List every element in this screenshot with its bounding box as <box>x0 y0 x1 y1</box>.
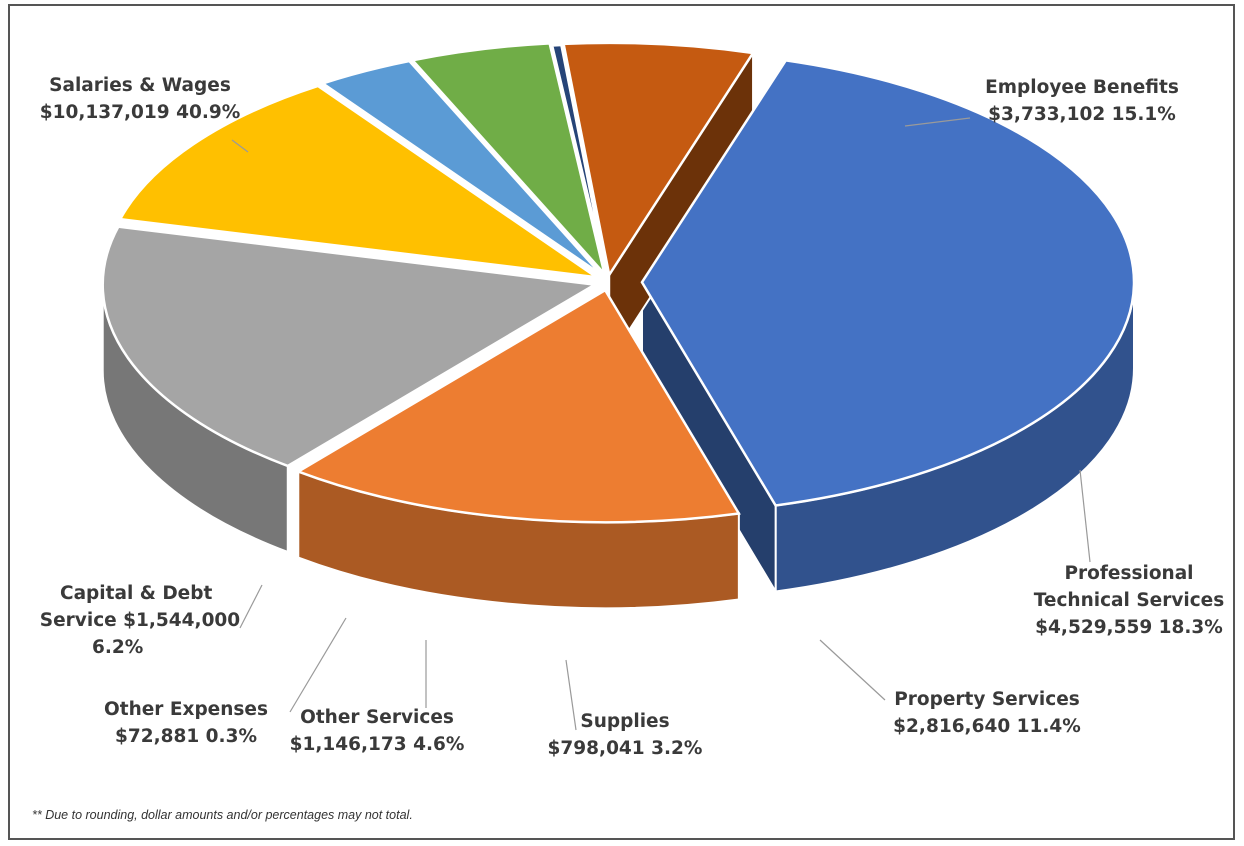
label-property-name: Property Services <box>894 689 1080 710</box>
leader-capital-debt <box>239 584 263 629</box>
pie-slice-supplies <box>319 59 603 276</box>
label-other-services: Other Services $1,146,173 4.6% <box>282 704 472 758</box>
label-capital-value: 6.2% <box>92 637 144 658</box>
leader-employee-benefits <box>904 117 971 127</box>
label-capital-name-2: Service $1,544,000 <box>39 610 241 631</box>
leader-other-expenses <box>289 617 347 713</box>
leader-property-services <box>819 639 886 701</box>
label-supplies: Supplies $798,041 3.2% <box>540 708 710 762</box>
label-benefits-value: $3,733,102 15.1% <box>988 104 1176 125</box>
pie-slices <box>101 41 1136 610</box>
label-salaries-wages: Salaries & Wages $10,137,019 40.9% <box>30 72 250 126</box>
label-other-expenses: Other Expenses $72,881 0.3% <box>96 696 276 750</box>
label-salaries-value: $10,137,019 40.9% <box>39 102 241 123</box>
label-salaries-name: Salaries & Wages <box>49 75 231 96</box>
label-professional-technical: Professional Technical Services $4,529,5… <box>1024 560 1234 641</box>
label-other-services-name: Other Services <box>300 707 454 728</box>
pie-slice-professional-technical-services <box>101 225 599 468</box>
label-property-value: $2,816,640 11.4% <box>893 716 1081 737</box>
label-prof-name-1: Professional <box>1064 563 1194 584</box>
pie-slice-salaries-wages <box>640 59 1136 507</box>
pie-slice-capital-debt-service <box>562 41 756 279</box>
label-other-expenses-name: Other Expenses <box>104 699 268 720</box>
footnote: ** Due to rounding, dollar amounts and/o… <box>32 808 413 822</box>
label-capital-name-1: Capital & Debt <box>60 583 213 604</box>
label-prof-name-2: Technical Services <box>1033 590 1225 611</box>
leader-professional-technical <box>1079 469 1091 563</box>
label-other-expenses-value: $72,881 0.3% <box>114 726 257 747</box>
label-other-services-value: $1,146,173 4.6% <box>289 734 465 755</box>
label-property-services: Property Services $2,816,640 11.4% <box>882 686 1092 740</box>
label-employee-benefits: Employee Benefits $3,733,102 15.1% <box>962 74 1202 128</box>
label-supplies-name: Supplies <box>580 711 670 732</box>
label-capital-debt: Capital & Debt Service $1,544,000 6.2% <box>30 580 250 661</box>
pie-slice-other-services <box>410 42 606 275</box>
leader-supplies <box>565 659 577 731</box>
pie-slice-property-services <box>118 84 598 279</box>
pie-top-faces <box>101 41 1136 524</box>
label-supplies-value: $798,041 3.2% <box>547 738 703 759</box>
pie-slice-employee-benefits <box>295 288 741 524</box>
label-prof-value: $4,529,559 18.3% <box>1035 617 1223 638</box>
leader-salaries-wages <box>231 139 249 153</box>
pie-slice-other-expenses <box>550 43 609 277</box>
leader-lines <box>231 117 1091 731</box>
label-benefits-name: Employee Benefits <box>985 77 1179 98</box>
